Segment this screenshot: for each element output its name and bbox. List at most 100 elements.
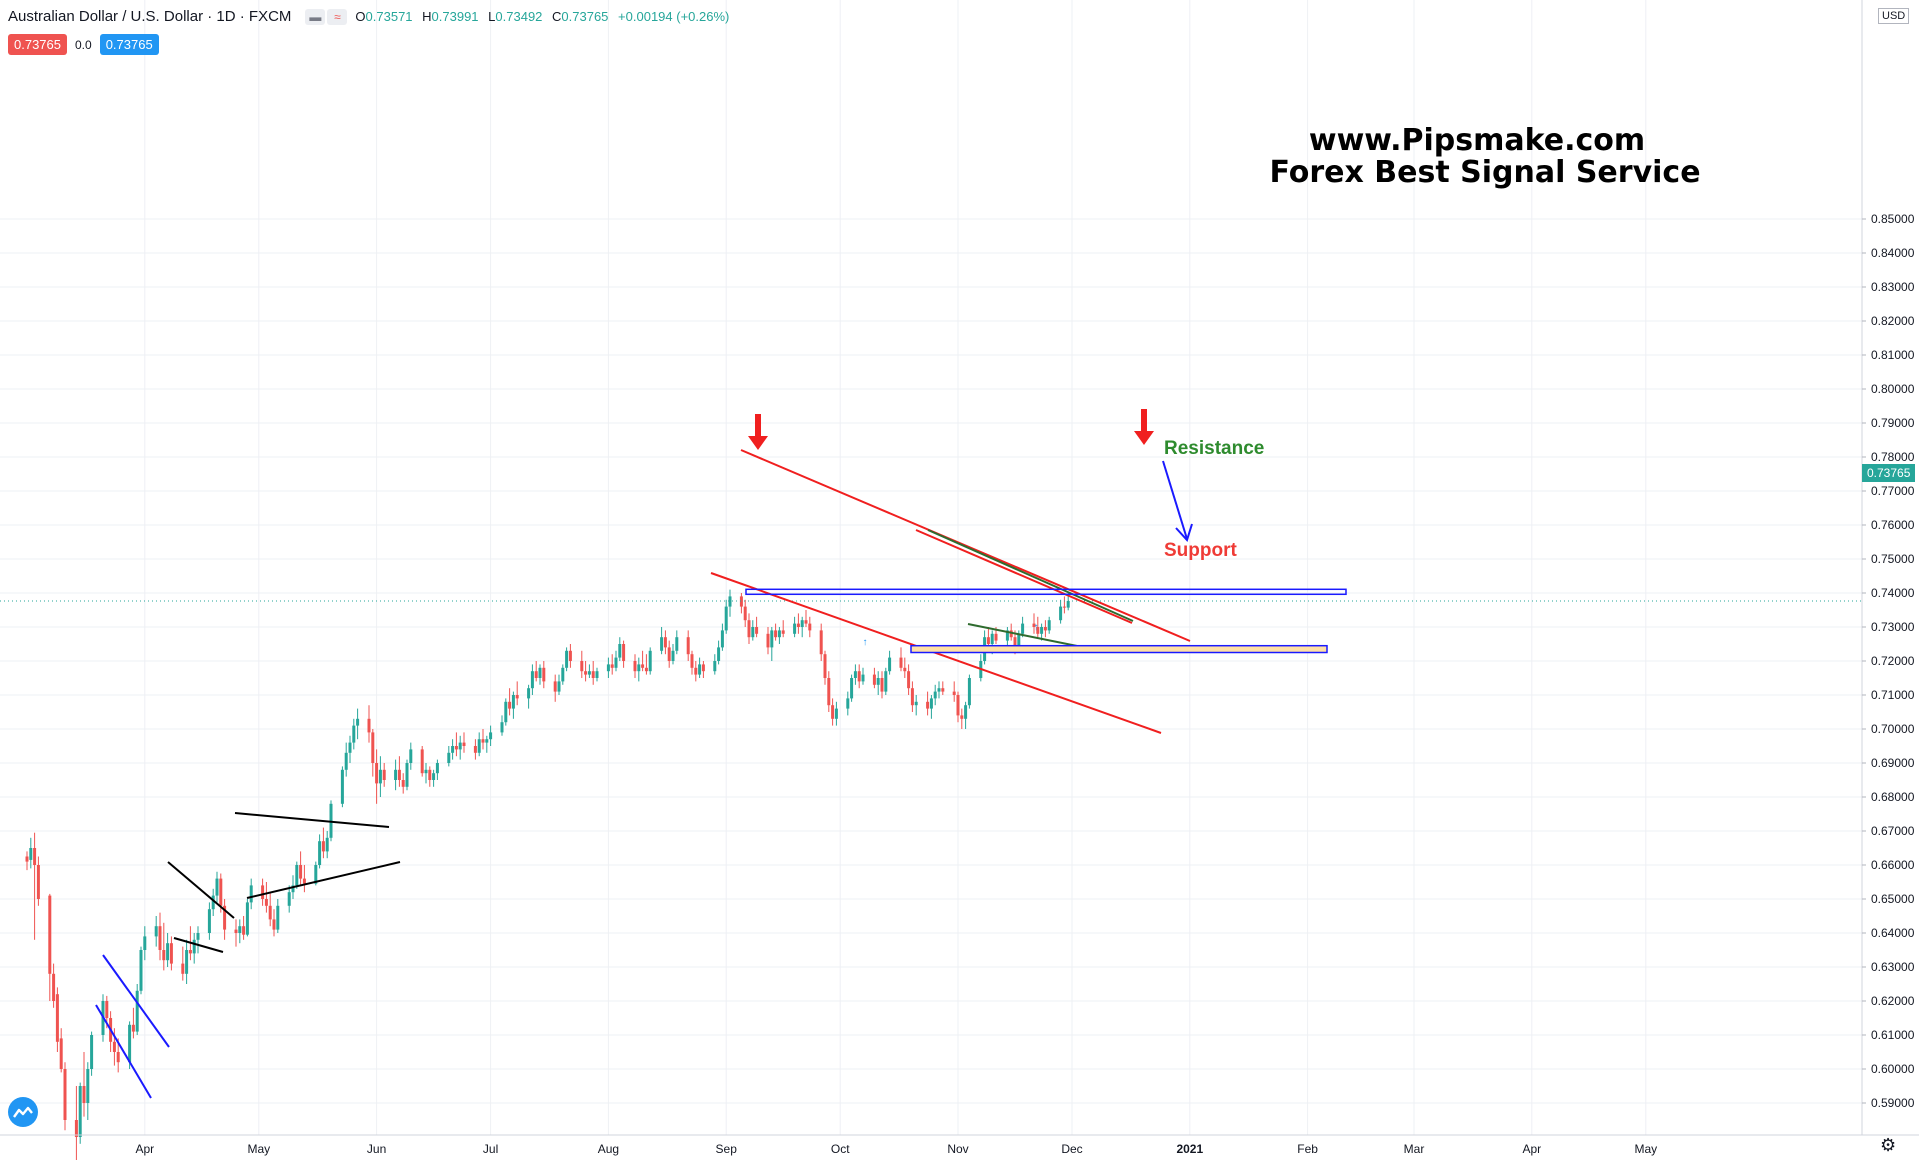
- down-arrow-dec: [1141, 409, 1147, 433]
- candle-body: [770, 630, 774, 648]
- candle-body: [880, 678, 884, 692]
- time-tick-label: Feb: [1297, 1142, 1318, 1156]
- candle-body: [819, 630, 823, 655]
- trendline-black: [234, 812, 390, 828]
- candle-body: [1032, 623, 1036, 627]
- candle-body: [747, 620, 751, 638]
- price-tick-label: 0.66000: [1871, 858, 1915, 872]
- candle-body: [990, 633, 994, 644]
- candle-body: [728, 596, 732, 607]
- candle-body: [956, 695, 960, 716]
- drawing-tools: ↑↑: [95, 409, 1347, 1099]
- candle-body: [139, 950, 143, 991]
- watermark-line-2: Forex Best Signal Service: [1269, 155, 1700, 190]
- candle-body: [86, 1069, 90, 1103]
- candle-body: [78, 1086, 82, 1137]
- time-tick-label: Apr: [135, 1142, 154, 1156]
- candle-body: [755, 627, 759, 634]
- candle-body: [36, 865, 40, 899]
- candle-body: [644, 667, 648, 672]
- candle-body: [409, 749, 413, 763]
- candle-body: [245, 902, 249, 935]
- candle-body: [33, 848, 37, 865]
- candle-body: [356, 718, 360, 726]
- candle-body: [401, 780, 405, 787]
- price-tick-label: 0.78000: [1871, 450, 1915, 464]
- candle-body: [238, 926, 242, 933]
- hide-icon[interactable]: ▬: [305, 8, 326, 25]
- time-tick-label: Apr: [1522, 1142, 1541, 1156]
- compare-icon[interactable]: ≈: [327, 8, 348, 25]
- watermark-line-1: www.Pipsmake.com: [1309, 123, 1645, 158]
- candle-body: [215, 878, 219, 896]
- time-tick-label: Dec: [1061, 1142, 1082, 1156]
- price-tick-label: 0.85000: [1871, 212, 1915, 226]
- candle-body: [686, 637, 690, 655]
- price-tick-label: 0.80000: [1871, 382, 1915, 396]
- buy-button[interactable]: 0.73765: [99, 34, 159, 55]
- candle-body: [777, 630, 781, 638]
- price-tick-label: 0.83000: [1871, 280, 1915, 294]
- open-label: O: [355, 9, 366, 24]
- candle-body: [344, 752, 348, 770]
- candle-body: [1040, 627, 1044, 634]
- candle-body: [299, 865, 303, 879]
- time-tick-label: May: [247, 1142, 270, 1156]
- price-tick-label: 0.65000: [1871, 892, 1915, 906]
- candle-body: [781, 630, 785, 634]
- candle-body: [302, 878, 306, 884]
- settings-gear-icon[interactable]: ⚙: [1880, 1135, 1897, 1155]
- candle-body: [884, 671, 888, 692]
- sell-button[interactable]: 0.73765: [8, 34, 67, 55]
- candle-body: [614, 657, 618, 668]
- candle-body: [291, 885, 295, 893]
- candle-body: [584, 671, 588, 675]
- candle-body: [1036, 627, 1040, 634]
- support-label: Support: [1164, 540, 1237, 561]
- candle-body: [489, 732, 493, 740]
- candle-body: [933, 691, 937, 699]
- time-tick-label: Jul: [483, 1142, 498, 1156]
- price-tick-label: 0.59000: [1871, 1096, 1915, 1110]
- price-tick-label: 0.84000: [1871, 246, 1915, 260]
- price-tick-label: 0.72000: [1871, 654, 1915, 668]
- candle-body: [796, 623, 800, 627]
- candle-body: [876, 678, 880, 685]
- candle-body: [530, 671, 534, 689]
- candle-body: [314, 865, 318, 884]
- change-value: +0.00194 (+0.26%): [618, 9, 730, 24]
- candle-body: [196, 933, 200, 940]
- candle-body: [720, 630, 724, 648]
- price-tick-label: 0.60000: [1871, 1062, 1915, 1076]
- candle-body: [234, 929, 238, 933]
- candle-body: [55, 994, 59, 1042]
- tradingview-logo-icon[interactable]: [8, 1097, 38, 1127]
- candle-body: [960, 715, 964, 719]
- open-value: 0.73571: [365, 9, 413, 24]
- dividend-marker: ↑: [863, 637, 868, 648]
- candle-body: [667, 647, 671, 661]
- candle-body: [698, 664, 702, 675]
- candlestick-series: [0, 589, 1862, 1160]
- candle-body: [268, 905, 272, 920]
- candle-body: [352, 725, 356, 743]
- candle-body: [694, 667, 698, 675]
- candle-body: [610, 664, 614, 668]
- candle-body: [424, 769, 428, 774]
- candle-body: [872, 674, 876, 685]
- down-arrow-dec-head: [1134, 431, 1154, 445]
- candle-body: [1005, 630, 1009, 641]
- candle-body: [994, 633, 998, 641]
- trendline-blue: [95, 1004, 152, 1099]
- currency-label[interactable]: USD: [1878, 8, 1910, 24]
- candle-body: [367, 718, 371, 733]
- candle-body: [568, 650, 572, 661]
- candle-body: [1021, 623, 1025, 634]
- time-tick-label: Oct: [831, 1142, 850, 1156]
- candle-body: [952, 691, 956, 695]
- projection-arrow-head: [1175, 523, 1193, 542]
- candle-body: [154, 926, 158, 937]
- symbol-title[interactable]: Australian Dollar / U.S. Dollar · 1D · F…: [8, 8, 292, 25]
- candle-body: [105, 1001, 109, 1018]
